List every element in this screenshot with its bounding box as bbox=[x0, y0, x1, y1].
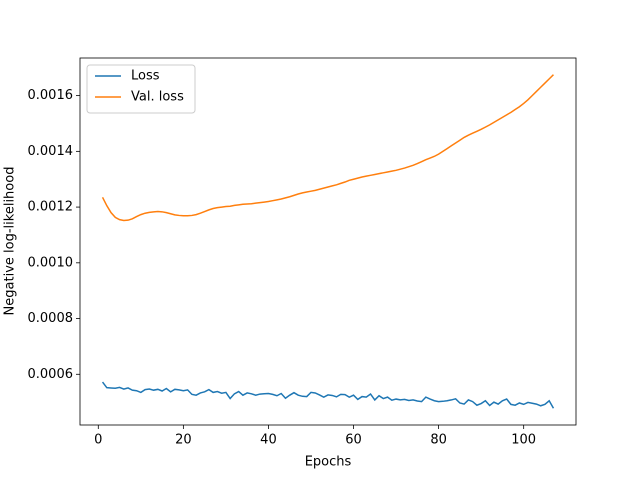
x-tick-label: 60 bbox=[345, 433, 362, 448]
line-series bbox=[101, 381, 555, 409]
y-tick-label: 0.0012 bbox=[28, 200, 74, 215]
line-series bbox=[101, 74, 554, 222]
x-tick-label: 0 bbox=[94, 433, 102, 448]
x-tick-label: 100 bbox=[511, 433, 536, 448]
legend-label: Loss bbox=[131, 69, 160, 84]
y-tick-label: 0.0016 bbox=[28, 88, 74, 103]
y-tick-label: 0.0010 bbox=[28, 255, 74, 270]
y-tick-label: 0.0006 bbox=[28, 367, 74, 382]
axes-frame bbox=[79, 57, 577, 426]
y-axis-label: Negative log-likelihood bbox=[3, 167, 18, 316]
x-tick-label: 40 bbox=[260, 433, 277, 448]
y-tick-label: 0.0014 bbox=[28, 144, 74, 159]
x-tick-label: 80 bbox=[430, 433, 447, 448]
x-tick-label: 20 bbox=[175, 433, 192, 448]
legend-box bbox=[86, 64, 196, 114]
legend-label: Val. loss bbox=[131, 90, 184, 105]
y-tick-label: 0.0008 bbox=[28, 311, 74, 326]
x-axis-label: Epochs bbox=[305, 455, 352, 470]
